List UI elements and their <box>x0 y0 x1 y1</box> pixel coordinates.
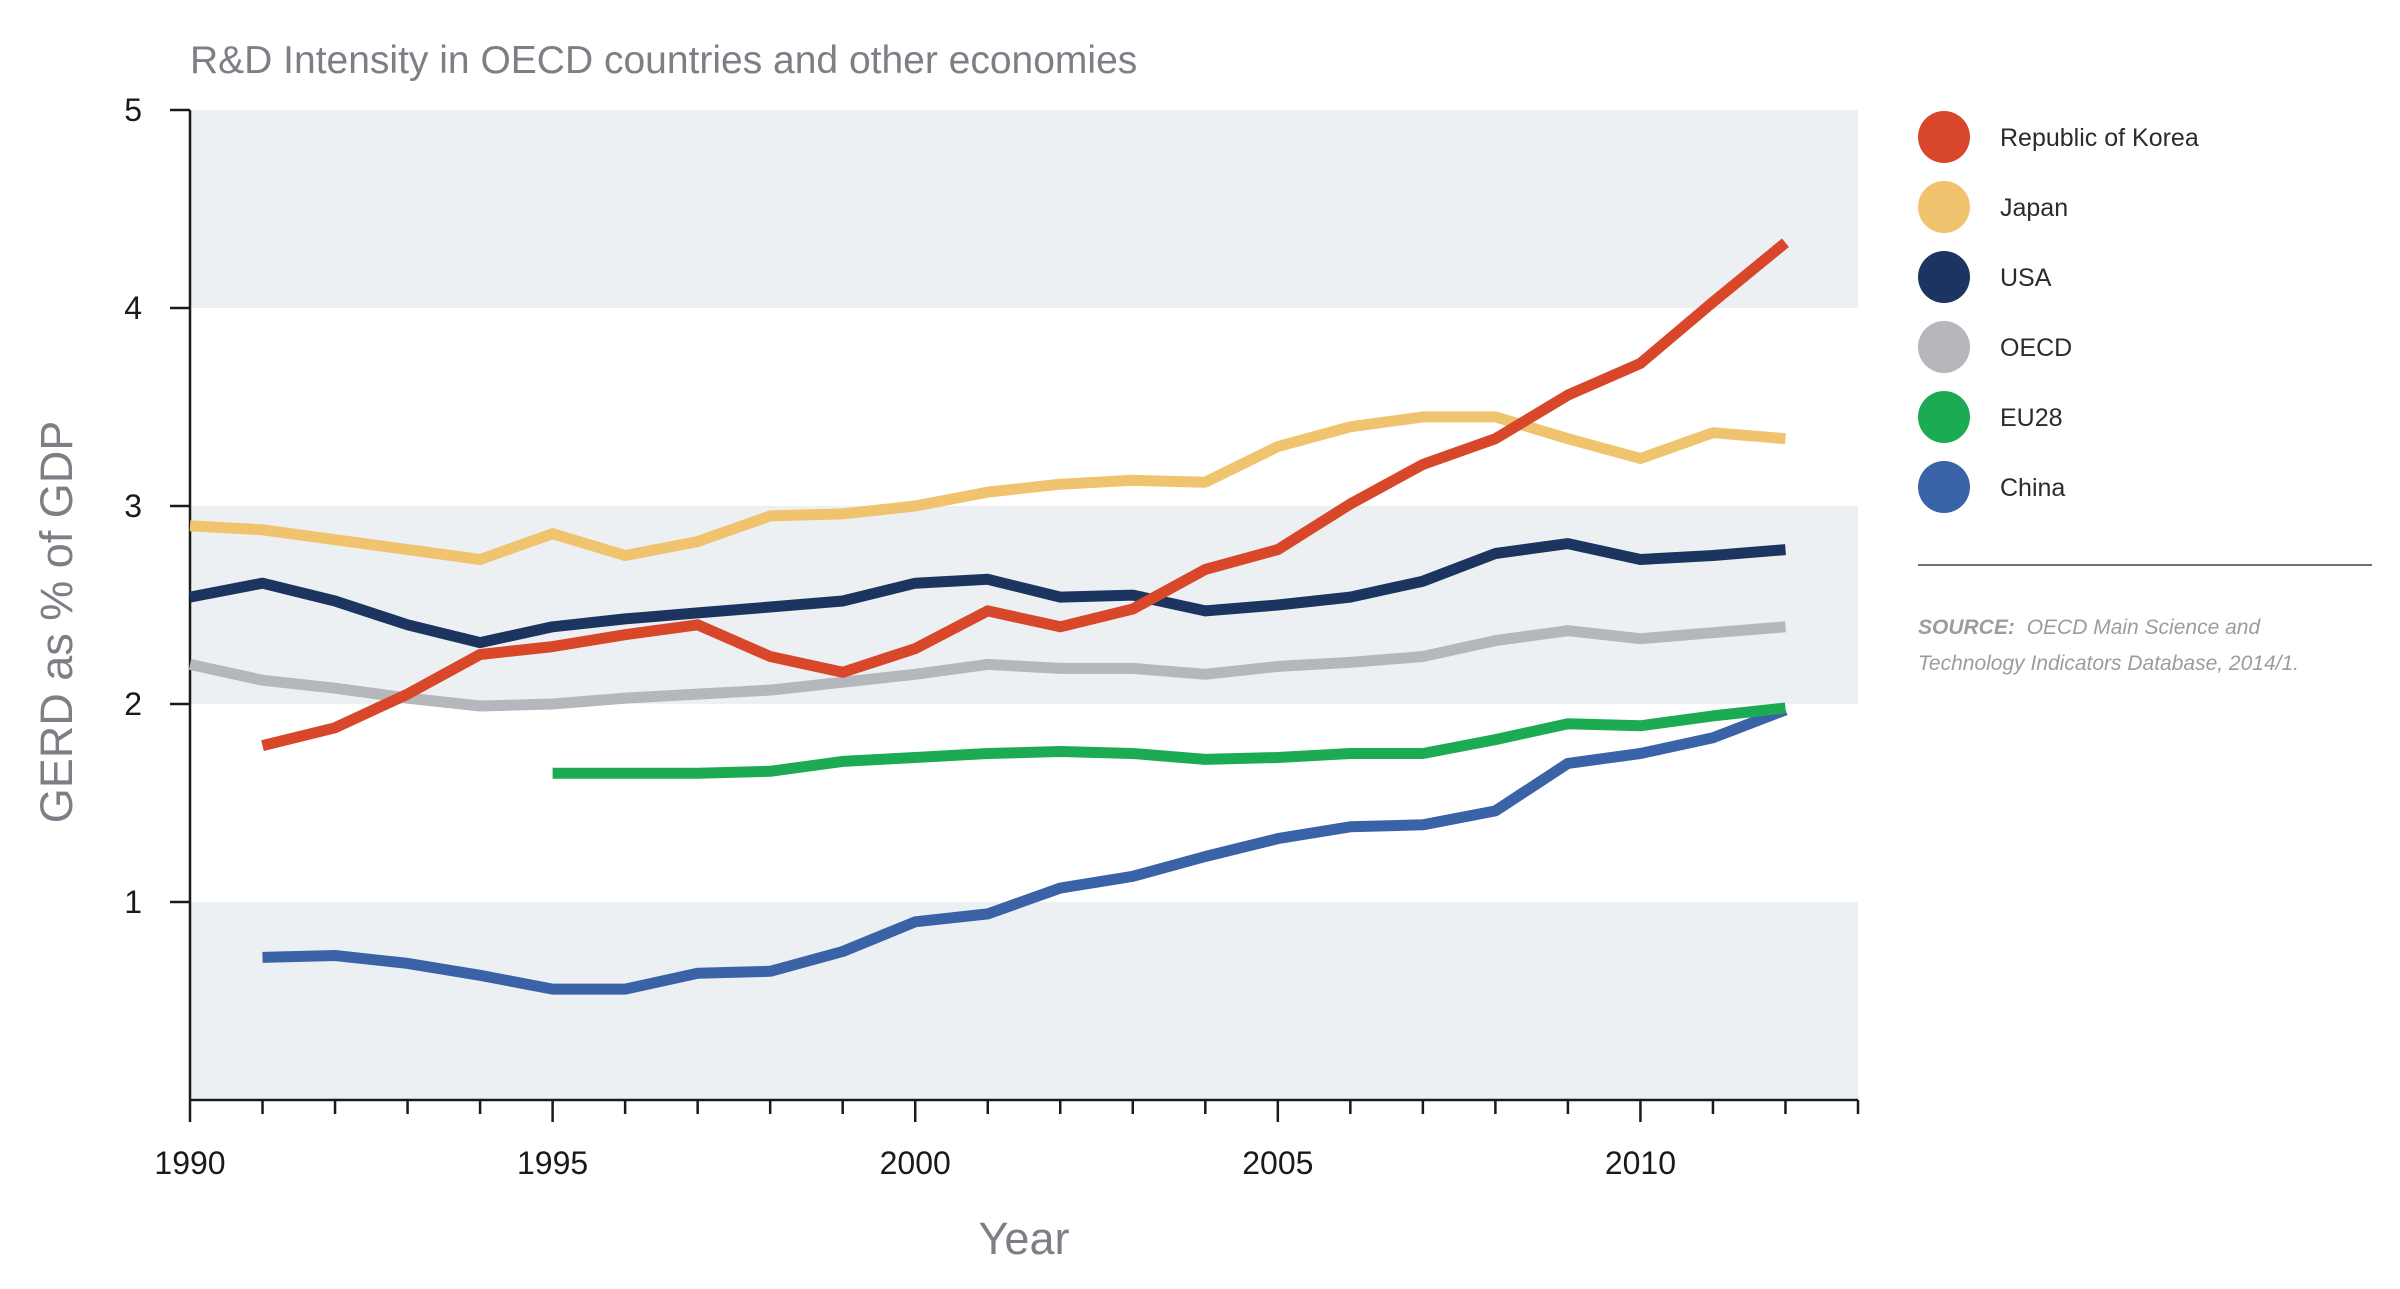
y-tick-label: 4 <box>124 290 142 326</box>
source-label: SOURCE: <box>1918 616 2015 639</box>
x-tick-label: 2010 <box>1605 1145 1676 1181</box>
series-line-eu28 <box>552 702 1787 779</box>
x-tick-label: 1990 <box>154 1145 225 1181</box>
grid-band <box>190 110 1858 308</box>
source-line1: OECD Main Science and <box>2027 616 2262 639</box>
legend-swatch-republic-of-korea <box>1918 111 1970 163</box>
legend-swatch-china <box>1918 461 1970 513</box>
source-line2: Technology Indicators Database, 2014/1. <box>1918 652 2299 675</box>
legend-label-usa: USA <box>2000 264 2052 292</box>
y-tick-label: 3 <box>124 488 142 524</box>
legend-label-oecd: OECD <box>2000 334 2072 362</box>
legend-swatch-usa <box>1918 251 1970 303</box>
series-line-usa <box>188 538 1786 649</box>
y-axis-label: GERD as % of GDP <box>31 421 82 824</box>
legend-label-china: China <box>2000 474 2065 502</box>
x-axis-label: Year <box>979 1213 1070 1264</box>
axes: 1 2 3 4 5 1990 1995 2000 2005 2010 <box>124 92 1860 1181</box>
svg-text:Technology Indicators Database: Technology Indicators Database, 2014/1. <box>1918 652 2299 675</box>
x-tick-label: 1995 <box>517 1145 588 1181</box>
legend-label-japan: Japan <box>2000 194 2068 222</box>
source-note: SOURCE: OECD Main Science and Technology… <box>1918 616 2299 675</box>
legend-swatch-eu28 <box>1918 391 1970 443</box>
y-tick-label: 5 <box>124 92 142 128</box>
series-line-republic-of-korea <box>261 238 1789 751</box>
legend-label-eu28: EU28 <box>2000 404 2063 432</box>
svg-text:SOURCE: OECD Main Scienc: SOURCE: OECD Main Science and <box>1918 616 2261 639</box>
series-line-china <box>262 704 1788 995</box>
grid-band <box>190 902 1858 1100</box>
legend: Republic of Korea Japan USA OECD EU28 China <box>1918 111 2199 513</box>
series-line-oecd <box>188 621 1786 712</box>
grid-bands <box>190 110 1858 1100</box>
y-tick-label: 2 <box>124 686 142 722</box>
x-tick-label: 2005 <box>1242 1145 1313 1181</box>
legend-swatch-japan <box>1918 181 1970 233</box>
chart-title: R&D Intensity in OECD countries and othe… <box>190 39 1137 82</box>
x-tick-label: 2000 <box>880 1145 951 1181</box>
series-lines <box>188 238 1789 995</box>
legend-swatch-oecd <box>1918 321 1970 373</box>
legend-label-republic-of-korea: Republic of Korea <box>2000 124 2199 152</box>
y-tick-label: 1 <box>124 884 142 920</box>
